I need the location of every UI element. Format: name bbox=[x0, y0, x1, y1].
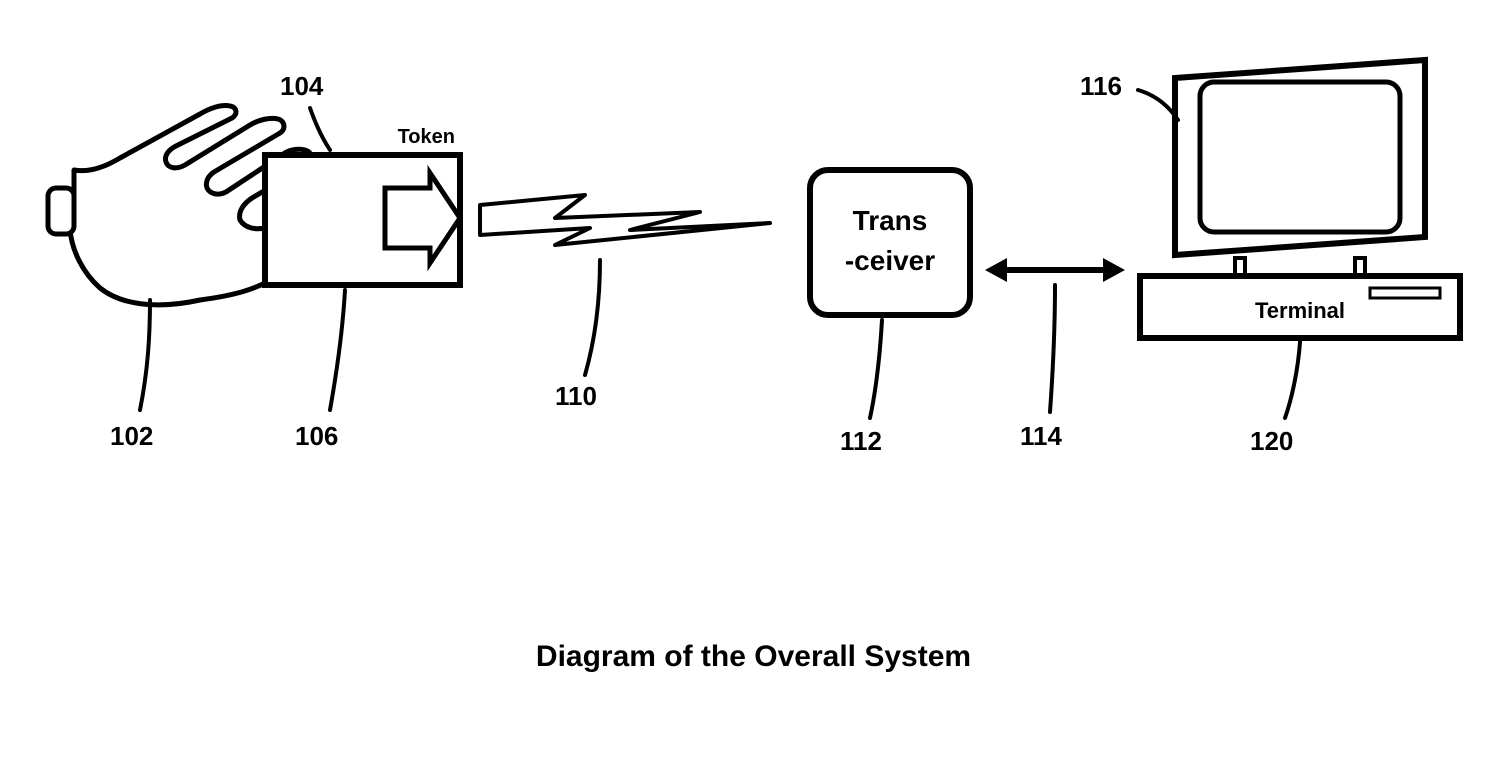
wrist-band bbox=[48, 188, 74, 234]
token-label: Token bbox=[398, 126, 455, 148]
callout-leader-102 bbox=[140, 300, 150, 410]
callout-leader-110 bbox=[585, 260, 600, 375]
callout-leader-104 bbox=[310, 108, 330, 150]
callout-ref-110: 110 bbox=[555, 381, 597, 411]
callout-leader-106 bbox=[330, 290, 345, 410]
callout-ref-116: 116 bbox=[1080, 71, 1122, 101]
diagram-stage: Token Trans -ceiver Terminal 102 104 106 110 112… bbox=[0, 0, 1507, 758]
callout-leader-120 bbox=[1285, 342, 1300, 418]
transceiver-box bbox=[810, 170, 970, 315]
monitor-screen bbox=[1200, 82, 1400, 232]
callout-ref-120: 120 bbox=[1250, 426, 1293, 456]
wireless-signal-icon bbox=[480, 195, 770, 245]
link-arrow-head-right bbox=[1103, 258, 1125, 282]
transceiver-label-2: -ceiver bbox=[845, 245, 935, 276]
callout-leader-114 bbox=[1050, 285, 1055, 412]
callout-leader-112 bbox=[870, 320, 882, 418]
callout-ref-114: 114 bbox=[1020, 421, 1062, 451]
link-arrow-head-left bbox=[985, 258, 1007, 282]
callout-ref-104: 104 bbox=[280, 71, 324, 101]
terminal-label: Terminal bbox=[1255, 298, 1345, 323]
transceiver-label-1: Trans bbox=[853, 205, 928, 236]
callout-ref-102: 102 bbox=[110, 421, 153, 451]
callout-ref-106: 106 bbox=[295, 421, 338, 451]
callout-ref-112: 112 bbox=[840, 426, 882, 456]
diagram-title: Diagram of the Overall System bbox=[0, 640, 1507, 674]
terminal-drive-slot bbox=[1370, 288, 1440, 298]
